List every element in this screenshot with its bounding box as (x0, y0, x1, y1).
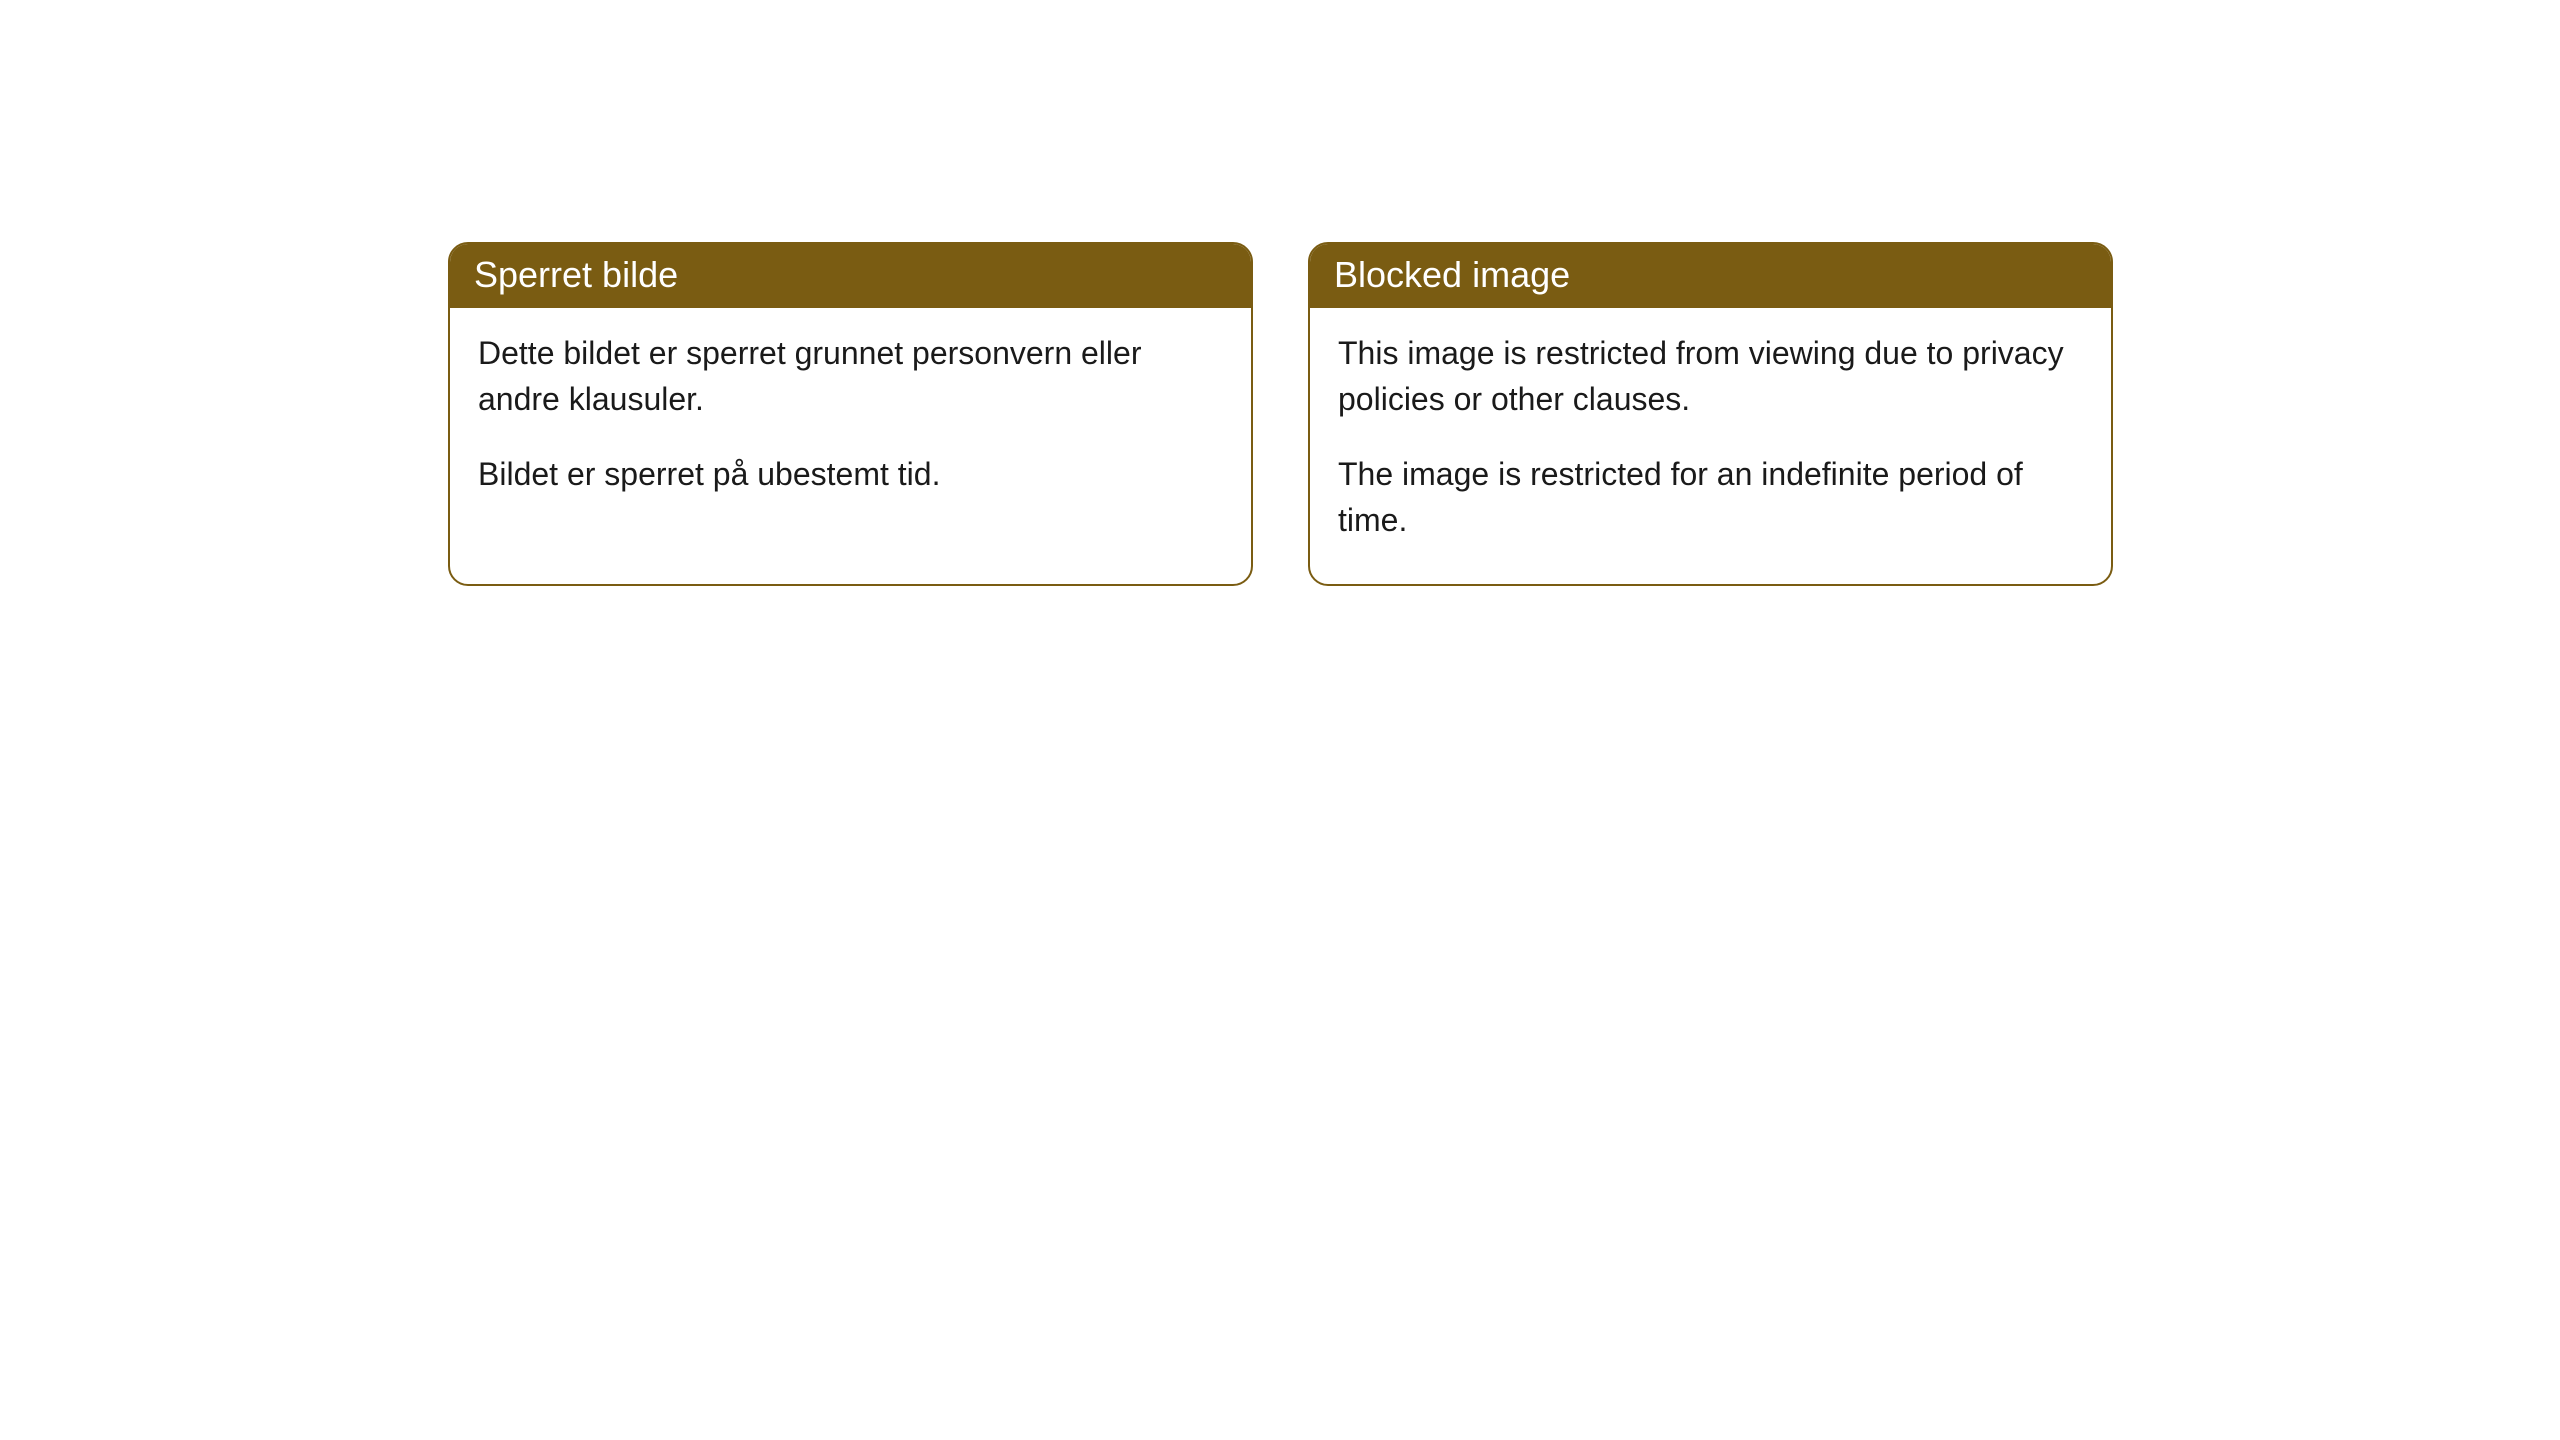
notice-header-english: Blocked image (1310, 244, 2111, 308)
notice-card-english: Blocked image This image is restricted f… (1308, 242, 2113, 586)
notice-title-english: Blocked image (1334, 254, 1570, 295)
notice-body-english: This image is restricted from viewing du… (1310, 308, 2111, 584)
notice-paragraph1-english: This image is restricted from viewing du… (1338, 330, 2083, 423)
notice-body-norwegian: Dette bildet er sperret grunnet personve… (450, 308, 1251, 537)
notice-paragraph1-norwegian: Dette bildet er sperret grunnet personve… (478, 330, 1223, 423)
notice-paragraph2-norwegian: Bildet er sperret på ubestemt tid. (478, 451, 1223, 497)
notice-title-norwegian: Sperret bilde (474, 254, 678, 295)
notice-container: Sperret bilde Dette bildet er sperret gr… (0, 0, 2560, 586)
notice-card-norwegian: Sperret bilde Dette bildet er sperret gr… (448, 242, 1253, 586)
notice-paragraph2-english: The image is restricted for an indefinit… (1338, 451, 2083, 544)
notice-header-norwegian: Sperret bilde (450, 244, 1251, 308)
